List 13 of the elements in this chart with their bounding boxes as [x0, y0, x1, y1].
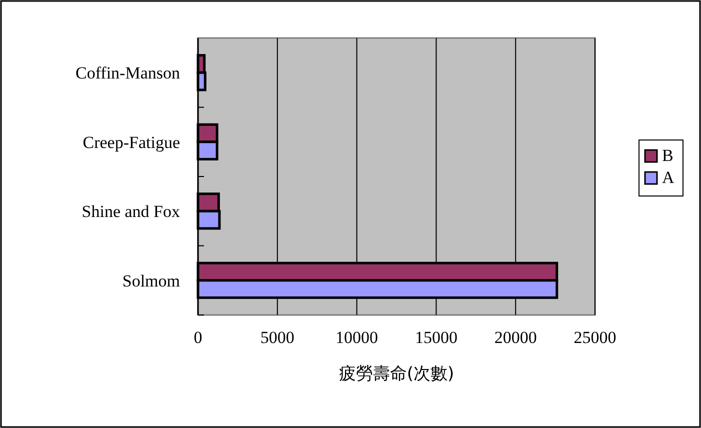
- y-tick-label: Creep-Fatigue: [82, 132, 180, 152]
- x-tick-label: 5000: [260, 328, 294, 347]
- x-tick-label: 20000: [494, 328, 537, 347]
- y-tick-label: Shine and Fox: [82, 202, 180, 222]
- y-tick-label: Solmom: [122, 271, 180, 290]
- legend-label: A: [662, 168, 675, 187]
- legend-label: B: [662, 146, 674, 165]
- x-tick-label: 10000: [336, 328, 378, 347]
- y-tick-label: Coffin-Manson: [75, 64, 180, 83]
- x-tick-label: 15000: [414, 328, 458, 347]
- x-axis-title: 疲勞壽命(次數): [338, 364, 454, 384]
- x-tick-label: 0: [194, 328, 202, 347]
- x-tick-label: 25000: [574, 328, 616, 347]
